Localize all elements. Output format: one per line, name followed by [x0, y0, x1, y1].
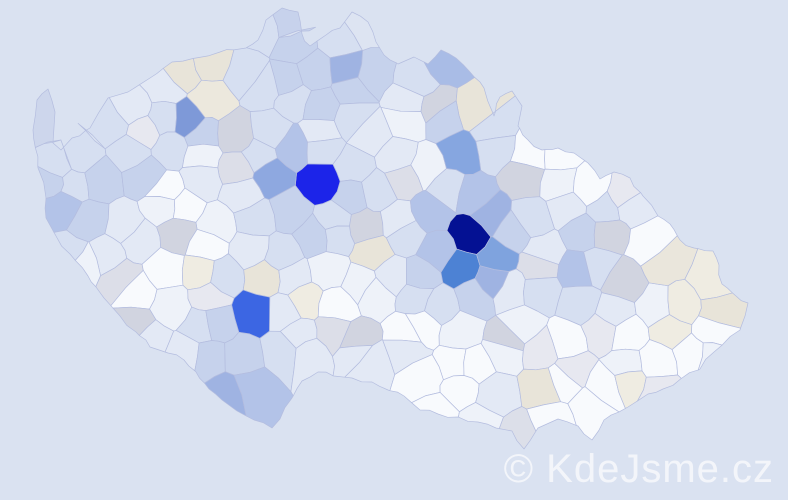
map-region-frydlant[interactable]: [344, 11, 380, 51]
map-region[interactable]: [567, 386, 620, 441]
map-region-kladno-west-of-prague[interactable]: [252, 157, 297, 200]
map-region[interactable]: [290, 337, 335, 397]
map-region-navy-east-neighbor[interactable]: [476, 236, 520, 272]
map-region[interactable]: [637, 374, 682, 402]
map-region-hradec-blue[interactable]: [435, 129, 482, 175]
map-region[interactable]: [697, 342, 723, 371]
map-region-breclav-tip[interactable]: [498, 406, 537, 450]
map-region-krkonose[interactable]: [423, 49, 475, 89]
map-region-sluknov-hook[interactable]: [272, 7, 316, 38]
map-region[interactable]: [411, 392, 460, 418]
map-region[interactable]: [544, 147, 586, 171]
map-region-praha[interactable]: [294, 163, 341, 206]
map-region-as-finger[interactable]: [32, 88, 62, 148]
map-region-bright-blue-south[interactable]: [231, 289, 271, 339]
map-region[interactable]: [74, 241, 101, 288]
map-region-beige-nw[interactable]: [186, 79, 241, 122]
map-region[interactable]: [233, 366, 294, 429]
map-region-beige-east[interactable]: [640, 235, 699, 287]
map-region[interactable]: [458, 402, 504, 429]
map-region[interactable]: [182, 143, 224, 169]
